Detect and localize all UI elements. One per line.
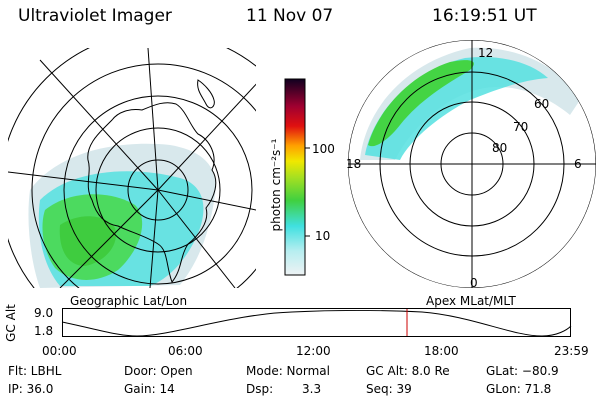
ip-info: IP: 36.0 (8, 382, 54, 396)
xtick-1200: 12:00 (296, 344, 331, 358)
altitude-ytick-low: 1.8 (34, 324, 54, 338)
xtick-0600: 06:00 (168, 344, 203, 358)
xtick-1800: 18:00 (424, 344, 459, 358)
mlat-label-80: 80 (492, 141, 508, 155)
filter-info: Flt: LBHL (8, 364, 62, 378)
seq-info: Seq: 39 (366, 382, 412, 396)
mlat-label-60: 60 (534, 97, 550, 111)
altitude-plot (61, 308, 572, 337)
altitude-curve (61, 310, 572, 337)
instrument-title: Ultraviolet Imager (18, 6, 172, 26)
meridian-lines (8, 48, 256, 288)
uv-emission-band-green (368, 60, 474, 147)
xtick-2359: 23:59 (554, 344, 589, 358)
south-america-tip (197, 79, 215, 109)
glat-info: GLat: −80.9 (486, 364, 559, 378)
gain-info: Gain: 14 (124, 382, 175, 396)
mlat-label-70: 70 (513, 120, 529, 134)
image-date: 11 Nov 07 (246, 6, 334, 26)
color-bar (284, 78, 310, 276)
colorbar-tick-100: 100 (312, 142, 335, 156)
dsp-label: Dsp: (246, 382, 274, 396)
colorbar-tick-10: 10 (315, 229, 331, 243)
image-time: 16:19:51 UT (432, 6, 537, 26)
mlt-label-18: 18 (346, 157, 362, 171)
mlt-label-0: 0 (470, 276, 478, 290)
antarctica-coastline (87, 102, 217, 283)
geographic-label: Geographic Lat/Lon (70, 294, 188, 308)
door-info: Door: Open (124, 364, 193, 378)
glon-info: GLon: 71.8 (486, 382, 552, 396)
uv-emission-core (59, 216, 116, 266)
dsp-value: 3.3 (302, 382, 322, 396)
xtick-0000: 00:00 (42, 344, 77, 358)
altitude-ylabel: GC Alt (3, 304, 18, 342)
uv-emission-band-cyan (365, 56, 548, 160)
altitude-ytick-high: 9.0 (34, 306, 54, 320)
mlt-label-6: 6 (574, 157, 582, 171)
apex-label: Apex MLat/MLT (426, 294, 516, 308)
mlt-label-12: 12 (478, 46, 494, 60)
gc-alt-info: GC Alt: 8.0 Re (366, 364, 450, 378)
mode-info: Mode: Normal (246, 364, 330, 378)
